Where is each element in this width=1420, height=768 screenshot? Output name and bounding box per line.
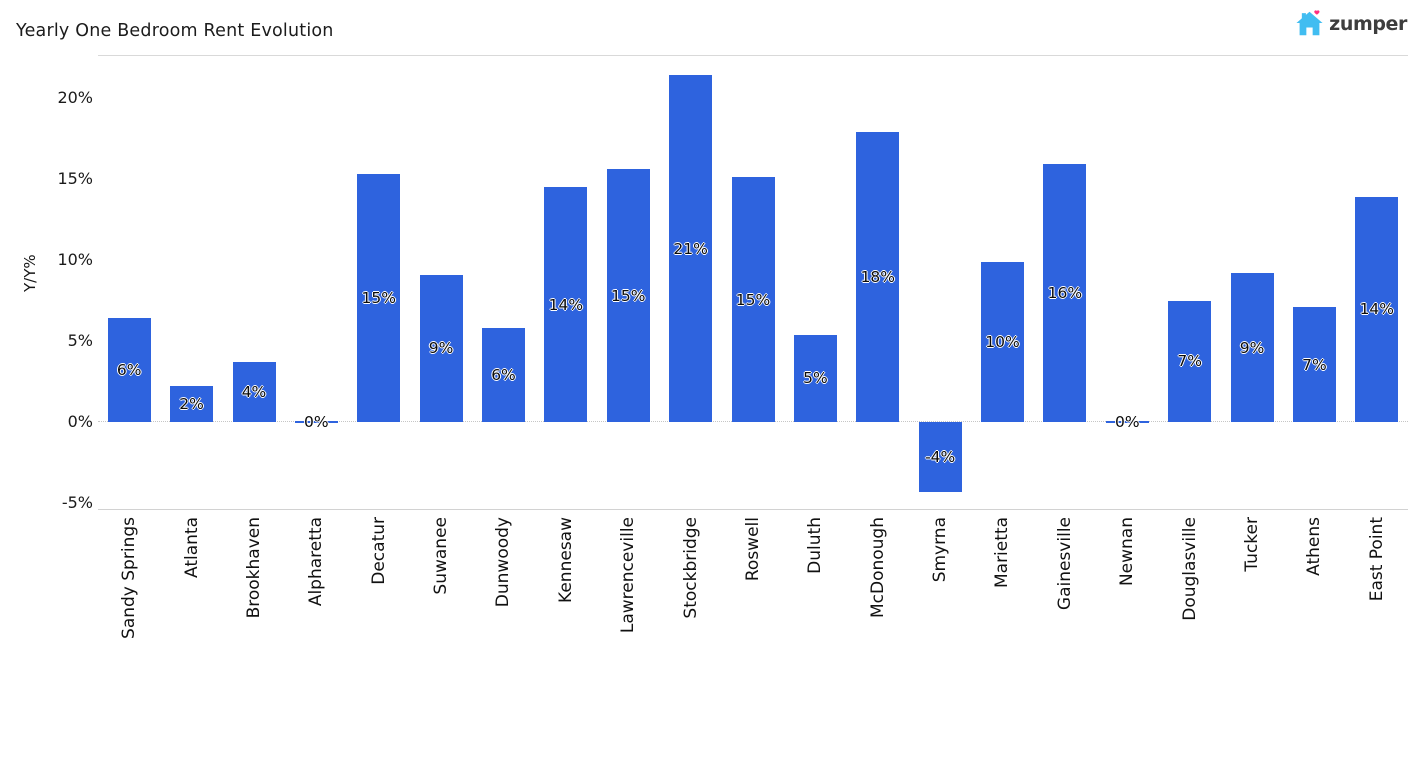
zumper-logo-text: zumper xyxy=(1329,12,1407,35)
x-label-text: East Point xyxy=(1366,517,1387,602)
y-tick--5: -5% xyxy=(61,493,93,512)
x-label-text: McDonough xyxy=(867,517,888,619)
x-label-text: Stockbridge xyxy=(680,517,701,619)
x-label-text: Gainesville xyxy=(1054,517,1075,611)
bar-lawrenceville[interactable] xyxy=(606,169,650,422)
x-label-duluth: Duluth xyxy=(784,517,846,727)
bar-label-gainesville: 16% xyxy=(1047,284,1083,303)
bar-tucker[interactable] xyxy=(1230,273,1274,422)
x-label-alpharetta: Alpharetta xyxy=(285,517,347,727)
bar-label-decatur: 15% xyxy=(361,289,396,308)
x-label-tucker: Tucker xyxy=(1221,517,1283,727)
bar-label-stockbridge: 21% xyxy=(673,239,708,258)
bar-label-mcdonough: 18% xyxy=(860,268,896,286)
x-label-text: Sandy Springs xyxy=(119,517,140,639)
x-label-text: Decatur xyxy=(368,517,389,585)
x-label-smyrna: Smyrna xyxy=(909,517,971,727)
x-label-text: Marietta xyxy=(992,517,1013,589)
bar-sandy-springs[interactable] xyxy=(107,318,151,422)
x-axis-line xyxy=(98,509,1408,510)
bar-marietta[interactable] xyxy=(981,261,1024,422)
bar-label-dunwoody: 6% xyxy=(491,366,516,384)
y-tick-20: 20% xyxy=(57,88,93,107)
plot-top-border xyxy=(98,55,1408,56)
house-icon xyxy=(1296,10,1323,36)
bar-label-douglasville: 7% xyxy=(1177,352,1202,371)
bar-stockbridge[interactable] xyxy=(669,75,713,422)
bar-decatur[interactable] xyxy=(357,174,401,422)
bar-label-lawrenceville: 15% xyxy=(610,286,646,305)
x-label-text: Newnan xyxy=(1117,517,1138,587)
bar-atlanta[interactable] xyxy=(170,386,214,422)
bar-brookhaven[interactable] xyxy=(232,362,276,422)
bar-label-roswell: 15% xyxy=(735,290,771,309)
x-label-athens: Athens xyxy=(1283,517,1345,727)
bar-alpharetta[interactable] xyxy=(294,420,338,423)
bar-suwanee[interactable] xyxy=(419,274,463,422)
zumper-logo[interactable]: zumper xyxy=(1295,10,1407,37)
bar-east-point[interactable] xyxy=(1355,196,1399,422)
bar-label-brookhaven: 4% xyxy=(241,383,267,401)
bar-label-sandy-springs: 6% xyxy=(116,361,142,380)
bar-label-tucker: 9% xyxy=(1239,338,1265,357)
x-label-text: Kennesaw xyxy=(555,517,576,603)
x-label-east-point: East Point xyxy=(1346,517,1408,727)
x-label-text: Douglasville xyxy=(1179,517,1200,621)
x-label-suwanee: Suwanee xyxy=(410,517,472,727)
bar-athens[interactable] xyxy=(1292,307,1336,422)
bar-kennesaw[interactable] xyxy=(544,187,588,422)
x-label-text: Smyrna xyxy=(930,517,951,583)
x-label-text: Atlanta xyxy=(181,517,202,578)
bar-label-newnan: 0% xyxy=(1114,412,1140,431)
bar-label-suwanee: 9% xyxy=(428,339,454,358)
bar-label-atlanta: 2% xyxy=(179,395,204,414)
bar-label-marietta: 10% xyxy=(985,332,1020,351)
x-label-decatur: Decatur xyxy=(348,517,410,727)
x-label-sandy-springs: Sandy Springs xyxy=(98,517,160,727)
bar-label-alpharetta: 0% xyxy=(303,412,329,431)
bar-label-duluth: 5% xyxy=(803,369,828,388)
x-label-newnan: Newnan xyxy=(1096,517,1158,727)
bar-label-athens: 7% xyxy=(1302,355,1327,374)
bar-gainesville[interactable] xyxy=(1043,164,1087,422)
bar-douglasville[interactable] xyxy=(1168,300,1212,422)
x-label-text: Suwanee xyxy=(431,517,452,595)
y-tick-15: 15% xyxy=(57,169,93,188)
bar-dunwoody[interactable] xyxy=(482,328,525,422)
x-label-roswell: Roswell xyxy=(722,517,784,727)
x-label-text: Tucker xyxy=(1242,517,1263,572)
heart-icon xyxy=(1314,10,1320,15)
chart-title: Yearly One Bedroom Rent Evolution xyxy=(16,21,334,41)
x-label-text: Duluth xyxy=(805,517,826,574)
y-tick-5: 5% xyxy=(67,331,93,350)
x-label-douglasville: Douglasville xyxy=(1159,517,1221,727)
bar-roswell[interactable] xyxy=(731,177,775,422)
bar-label-smyrna: -4% xyxy=(925,447,956,466)
y-axis-title: Y/Y% xyxy=(21,254,39,292)
x-label-kennesaw: Kennesaw xyxy=(535,517,597,727)
x-label-brookhaven: Brookhaven xyxy=(223,517,285,727)
bar-newnan[interactable] xyxy=(1105,420,1149,423)
x-label-text: Roswell xyxy=(742,517,763,582)
bar-duluth[interactable] xyxy=(793,334,837,422)
bar-label-east-point: 14% xyxy=(1359,300,1395,319)
bar-smyrna[interactable] xyxy=(918,422,962,492)
x-label-text: Athens xyxy=(1304,517,1325,576)
x-label-atlanta: Atlanta xyxy=(160,517,222,727)
y-tick-10: 10% xyxy=(57,250,93,269)
x-label-text: Dunwoody xyxy=(493,517,514,608)
x-label-stockbridge: Stockbridge xyxy=(659,517,721,727)
bar-label-kennesaw: 14% xyxy=(548,295,584,314)
y-tick-0: 0% xyxy=(67,412,93,431)
x-label-text: Lawrenceville xyxy=(618,517,639,634)
x-label-text: Alpharetta xyxy=(306,517,327,607)
x-label-lawrenceville: Lawrenceville xyxy=(597,517,659,727)
x-label-mcdonough: McDonough xyxy=(847,517,909,727)
bar-mcdonough[interactable] xyxy=(856,132,900,422)
x-label-text: Brookhaven xyxy=(243,517,264,619)
x-label-marietta: Marietta xyxy=(971,517,1033,727)
x-label-dunwoody: Dunwoody xyxy=(472,517,534,727)
x-label-gainesville: Gainesville xyxy=(1034,517,1096,727)
